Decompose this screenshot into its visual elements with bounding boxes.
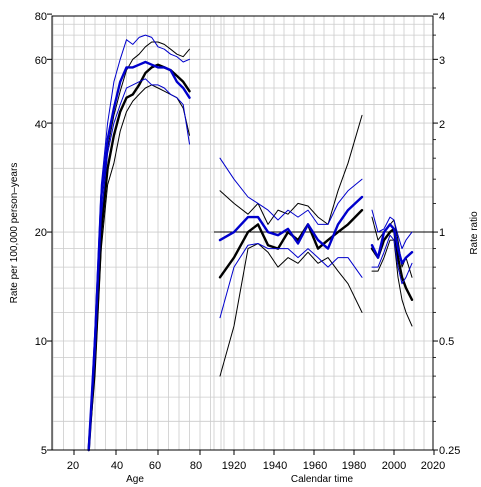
y-tick-label: 10 [35,336,47,348]
x-tick-label: 80 [190,460,202,472]
axis-ticks [47,13,438,455]
right-axis-title: Rate ratio [469,211,480,255]
x-tick-label: 60 [149,460,161,472]
calendar-axis-title: Calendar time [291,474,354,485]
cohort-blue-ci-lower-line [371,234,413,285]
age-blue-estimate-line [87,60,191,452]
x-tick-label: 1980 [342,460,366,472]
period-blue-ci-upper-line [219,157,363,225]
plot-area [87,34,433,452]
y-tick-label: 20 [35,227,47,239]
cohort-blue-estimate-line [370,223,414,265]
y-tick-labels-left: 5 10 20 40 60 80 [35,11,47,457]
y-tick-label: 3 [439,55,445,67]
y-tick-label: 5 [41,445,47,457]
age-blue-ci-upper-line [88,34,190,451]
y-tick-label: 1 [439,227,445,239]
y-tick-label: 0.5 [439,336,454,348]
period-black-ci-upper-line [219,114,363,225]
left-axis-title: Rate per 100,000 person–years [9,163,20,304]
y-tick-label: 80 [35,11,47,23]
age-black-ci-upper-line [88,41,190,451]
y-tick-label: 0.25 [439,445,460,457]
cohort-blue-ci-upper-line [371,209,413,250]
age-axis-title: Age [126,474,144,485]
y-tick-label: 4 [439,11,445,23]
period-blue-ci-lower-line [219,243,363,319]
x-tick-label: 2020 [421,460,445,472]
age-black-estimate-line [87,63,191,452]
y-tick-label: 60 [35,55,47,67]
period-blue-estimate-line [218,195,364,250]
plot-frame [51,15,434,451]
period-black-ci-lower-line [219,243,363,377]
age-blue-ci-lower-line [88,78,190,451]
grid [52,16,433,450]
x-tick-label: 40 [111,460,123,472]
x-tick-label: 20 [67,460,79,472]
x-tick-label: 1920 [222,460,246,472]
y-tick-label: 40 [35,119,47,131]
x-tick-label: 2000 [382,460,406,472]
x-tick-label: 1960 [303,460,327,472]
x-tick-labels: 20 40 60 80 1920 1940 1960 1980 2000 202… [67,460,445,472]
y-tick-labels-right: 0.25 0.5 1 2 3 4 [439,11,460,457]
y-tick-label: 2 [439,119,445,131]
x-tick-label: 1940 [263,460,287,472]
